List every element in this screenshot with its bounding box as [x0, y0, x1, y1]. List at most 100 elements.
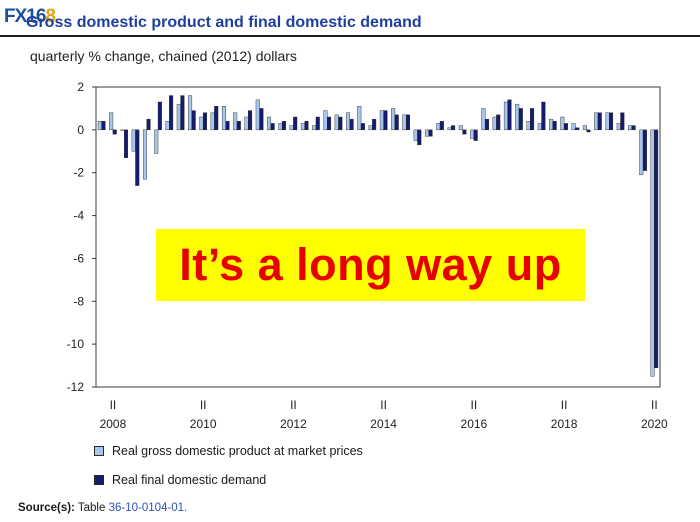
bar-fdd-2014Q2 — [383, 110, 388, 131]
chart-subtitle: quarterly % change, chained (2012) dolla… — [30, 48, 297, 64]
bar-fdd-2018Q2 — [563, 123, 568, 131]
bar-fdd-2013Q3 — [349, 118, 354, 131]
y-tick-label: 0 — [77, 123, 84, 137]
bar-fdd-2009Q4 — [180, 95, 185, 131]
source-link[interactable]: 36-10-0104-01. — [108, 502, 188, 514]
bar-fdd-2017Q2 — [518, 108, 523, 131]
bar-fdd-2016Q1 — [462, 129, 467, 135]
x-year-label: 2010 — [190, 417, 217, 431]
bar-gdp-2020Q2 — [650, 129, 655, 377]
bar-gdp-2010Q2 — [199, 116, 204, 131]
y-tick-label: -4 — [73, 209, 84, 223]
bar-gdp-2011Q3 — [255, 99, 260, 131]
legend-item-fdd: Real final domestic demand — [94, 473, 266, 487]
bar-fdd-2008Q3 — [123, 129, 128, 158]
bar-gdp-2015Q4 — [447, 127, 452, 131]
bar-fdd-2009Q3 — [169, 95, 174, 131]
bar-fdd-2020Q1 — [642, 129, 647, 171]
bar-fdd-2013Q1 — [327, 116, 332, 131]
bar-fdd-2008Q1 — [101, 121, 106, 131]
bar-gdp-2010Q4 — [221, 106, 226, 131]
y-tick-label: -12 — [67, 380, 85, 394]
bar-fdd-2012Q3 — [304, 121, 309, 131]
bar-gdp-2009Q4 — [176, 103, 181, 131]
bar-gdp-2008Q1 — [97, 121, 102, 131]
logo-accent-text: 8 — [45, 6, 56, 27]
logo-main-text: FX16 — [4, 6, 46, 27]
plot-frame — [95, 86, 661, 388]
legend-label-gdp: Real gross domestic product at market pr… — [112, 444, 363, 458]
source-text: Table — [77, 502, 106, 514]
x-year-label: 2012 — [280, 417, 307, 431]
bar-fdd-2016Q2 — [473, 129, 478, 141]
bar-fdd-2016Q3 — [484, 118, 489, 131]
bar-fdd-2012Q2 — [293, 116, 298, 131]
bar-gdp-2019Q1 — [594, 112, 599, 131]
x-quarter-label: II — [380, 398, 387, 412]
bar-fdd-2010Q1 — [191, 110, 196, 131]
y-tick-label: -8 — [73, 294, 84, 308]
bar-gdp-2010Q3 — [210, 112, 215, 131]
x-quarter-label: II — [471, 398, 478, 412]
bar-gdp-2017Q4 — [537, 123, 542, 131]
bar-gdp-2011Q2 — [244, 116, 249, 131]
bar-fdd-2018Q1 — [552, 121, 557, 131]
source-note: Source(s): Table 36-10-0104-01. — [18, 502, 187, 514]
bar-fdd-2011Q4 — [270, 123, 275, 131]
bar-gdp-2015Q2 — [424, 129, 429, 137]
bar-gdp-2012Q3 — [300, 123, 305, 131]
bar-gdp-2014Q4 — [402, 114, 407, 131]
bar-fdd-2011Q3 — [259, 108, 264, 131]
bar-fdd-2015Q3 — [439, 121, 444, 131]
bar-fdd-2011Q2 — [248, 110, 253, 131]
chart-title: Gross domestic product and final domesti… — [26, 14, 422, 31]
bar-fdd-2014Q1 — [372, 118, 377, 131]
bar-gdp-2018Q2 — [560, 116, 565, 131]
bar-fdd-2009Q1 — [146, 118, 151, 131]
bar-gdp-2016Q3 — [481, 108, 486, 131]
bar-fdd-2019Q4 — [631, 125, 636, 131]
bar-gdp-2014Q1 — [368, 125, 373, 131]
bar-gdp-2013Q3 — [346, 112, 351, 131]
bar-fdd-2008Q4 — [135, 129, 140, 186]
bar-gdp-2012Q2 — [289, 125, 294, 131]
bar-fdd-2010Q3 — [214, 106, 219, 131]
bar-fdd-2014Q3 — [394, 114, 399, 131]
overlay-banner: It’s a long way up — [156, 229, 585, 301]
bar-fdd-2017Q1 — [507, 99, 512, 131]
bar-gdp-2011Q4 — [267, 116, 272, 131]
bar-gdp-2019Q4 — [628, 125, 633, 131]
bar-fdd-2018Q3 — [575, 127, 580, 131]
bar-gdp-2012Q1 — [278, 123, 283, 131]
bar-gdp-2012Q4 — [312, 125, 317, 131]
legend-swatch-gdp — [94, 446, 104, 456]
legend-swatch-fdd — [94, 475, 104, 485]
bar-fdd-2017Q4 — [541, 101, 546, 131]
source-label: Source(s): — [18, 502, 75, 514]
bar-gdp-2009Q3 — [165, 121, 170, 131]
bar-gdp-2019Q3 — [616, 123, 621, 131]
bar-gdp-2018Q4 — [582, 125, 587, 131]
bar-gdp-2019Q2 — [605, 112, 610, 131]
bar-fdd-2015Q4 — [451, 125, 456, 131]
x-quarter-label: II — [561, 398, 568, 412]
bar-gdp-2013Q4 — [357, 106, 362, 131]
y-tick-label: -2 — [73, 166, 84, 180]
bar-gdp-2016Q2 — [470, 129, 475, 139]
x-year-label: 2008 — [100, 417, 127, 431]
bar-fdd-2019Q1 — [597, 112, 602, 131]
bar-gdp-2009Q2 — [154, 129, 159, 154]
x-year-label: 2016 — [461, 417, 488, 431]
bar-fdd-2016Q4 — [496, 114, 501, 131]
bar-gdp-2011Q1 — [233, 112, 238, 131]
x-year-label: 2014 — [370, 417, 397, 431]
logo: FX168 — [4, 6, 56, 27]
legend-item-gdp: Real gross domestic product at market pr… — [94, 444, 363, 458]
title-divider — [0, 35, 700, 37]
bar-fdd-2018Q4 — [586, 129, 591, 133]
bar-fdd-2015Q1 — [417, 129, 422, 146]
bar-fdd-2010Q2 — [202, 112, 207, 131]
x-quarter-label: II — [200, 398, 207, 412]
bar-gdp-2008Q3 — [120, 129, 125, 131]
bar-gdp-2016Q1 — [458, 125, 463, 131]
